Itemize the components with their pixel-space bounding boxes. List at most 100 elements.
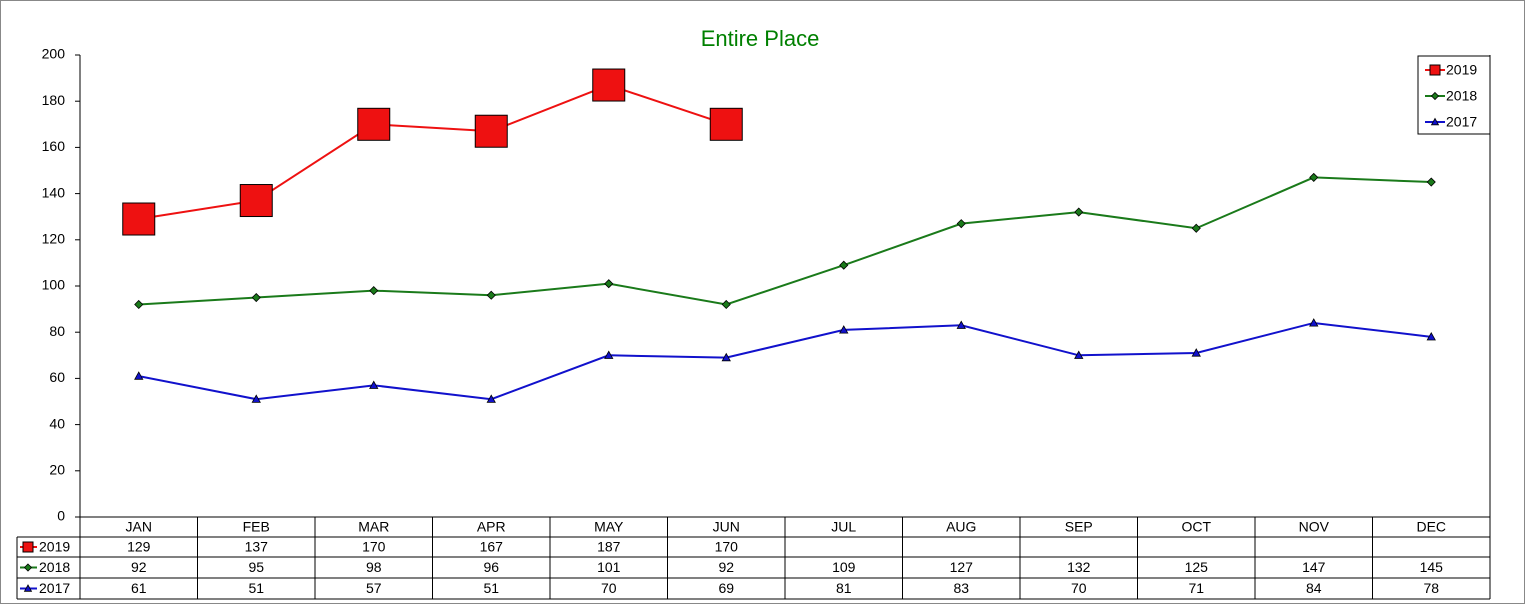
table-value: 170	[362, 539, 386, 555]
table-value: 101	[597, 559, 621, 575]
x-tick-label: MAY	[594, 519, 624, 535]
marker	[604, 279, 614, 289]
marker	[239, 184, 273, 218]
table-value: 109	[832, 559, 856, 575]
table-value: 147	[1302, 559, 1326, 575]
y-tick-label: 20	[49, 462, 65, 478]
marker	[1074, 207, 1084, 217]
marker	[1426, 331, 1436, 341]
x-tick-label: SEP	[1065, 519, 1093, 535]
marker	[474, 114, 508, 148]
marker	[956, 219, 966, 229]
marker	[839, 325, 849, 334]
table-value: 137	[245, 539, 269, 555]
marker	[1309, 318, 1319, 327]
x-tick-label: AUG	[946, 519, 976, 535]
table-value: 187	[597, 539, 621, 555]
y-tick-label: 200	[42, 46, 66, 62]
legend-label: 2019	[1446, 62, 1477, 78]
marker	[122, 202, 156, 236]
marker	[1430, 117, 1440, 126]
marker	[486, 290, 496, 300]
marker	[1074, 350, 1084, 359]
marker	[369, 380, 379, 389]
chart-title: Entire Place	[701, 26, 820, 51]
table-value: 132	[1067, 559, 1091, 575]
marker	[22, 541, 34, 553]
table-value: 167	[480, 539, 504, 555]
x-tick-label: DEC	[1416, 519, 1446, 535]
x-tick-label: NOV	[1299, 519, 1330, 535]
marker	[486, 394, 496, 403]
x-tick-label: MAR	[358, 519, 389, 535]
marker	[839, 260, 849, 270]
y-tick-label: 160	[42, 138, 66, 154]
table-value: 170	[715, 539, 739, 555]
table-value: 61	[131, 580, 147, 596]
series-line	[138, 176, 1432, 306]
table-value: 92	[718, 559, 734, 575]
table-value: 51	[248, 580, 264, 596]
y-tick-label: 40	[49, 415, 65, 431]
marker	[1191, 223, 1201, 233]
y-tick-label: 60	[49, 369, 65, 385]
table-value: 57	[366, 580, 382, 596]
marker	[721, 352, 731, 362]
y-tick-label: 100	[42, 277, 66, 293]
table-value: 83	[953, 580, 969, 596]
table-value: 127	[950, 559, 974, 575]
x-tick-label: OCT	[1181, 519, 1211, 535]
table-value: 51	[483, 580, 499, 596]
table-value: 92	[131, 559, 147, 575]
marker	[251, 292, 261, 303]
x-tick-label: JAN	[126, 519, 152, 535]
table-value: 95	[248, 559, 264, 575]
marker	[1426, 177, 1436, 187]
table-series-name: 2017	[39, 580, 70, 596]
legend-label: 2017	[1446, 114, 1477, 130]
marker	[357, 107, 391, 141]
series-line	[138, 321, 1432, 401]
table-value: 81	[836, 580, 852, 596]
x-tick-label: JUN	[713, 519, 740, 535]
marker	[956, 320, 966, 329]
table-value: 70	[1071, 580, 1087, 596]
table-value: 84	[1306, 580, 1322, 596]
table-value: 145	[1420, 559, 1444, 575]
y-tick-label: 140	[42, 184, 66, 200]
legend-label: 2018	[1446, 88, 1477, 104]
table-value: 70	[601, 580, 617, 596]
table-value: 125	[1185, 559, 1209, 575]
x-tick-label: FEB	[243, 519, 270, 535]
marker	[23, 563, 33, 572]
table-value: 129	[127, 539, 151, 555]
marker	[1309, 172, 1319, 182]
table-series-name: 2018	[39, 559, 70, 575]
y-tick-label: 180	[42, 92, 66, 108]
marker	[134, 299, 144, 310]
marker	[23, 584, 33, 592]
x-tick-label: JUL	[831, 519, 856, 535]
table-value: 71	[1188, 580, 1204, 596]
table-series-name: 2019	[39, 539, 70, 555]
marker	[1430, 91, 1440, 101]
y-tick-label: 80	[49, 323, 65, 339]
marker	[592, 68, 626, 102]
marker	[369, 286, 379, 296]
marker	[1191, 348, 1201, 357]
marker	[251, 394, 261, 403]
table-value: 98	[366, 559, 382, 575]
table-value: 69	[718, 580, 734, 596]
series-line	[138, 83, 727, 220]
marker	[1429, 64, 1441, 76]
marker	[709, 107, 743, 141]
marker	[134, 371, 144, 380]
y-tick-label: 120	[42, 231, 66, 247]
marker	[721, 299, 731, 310]
marker	[604, 350, 614, 359]
x-tick-label: APR	[477, 519, 506, 535]
y-tick-label: 0	[57, 508, 65, 524]
